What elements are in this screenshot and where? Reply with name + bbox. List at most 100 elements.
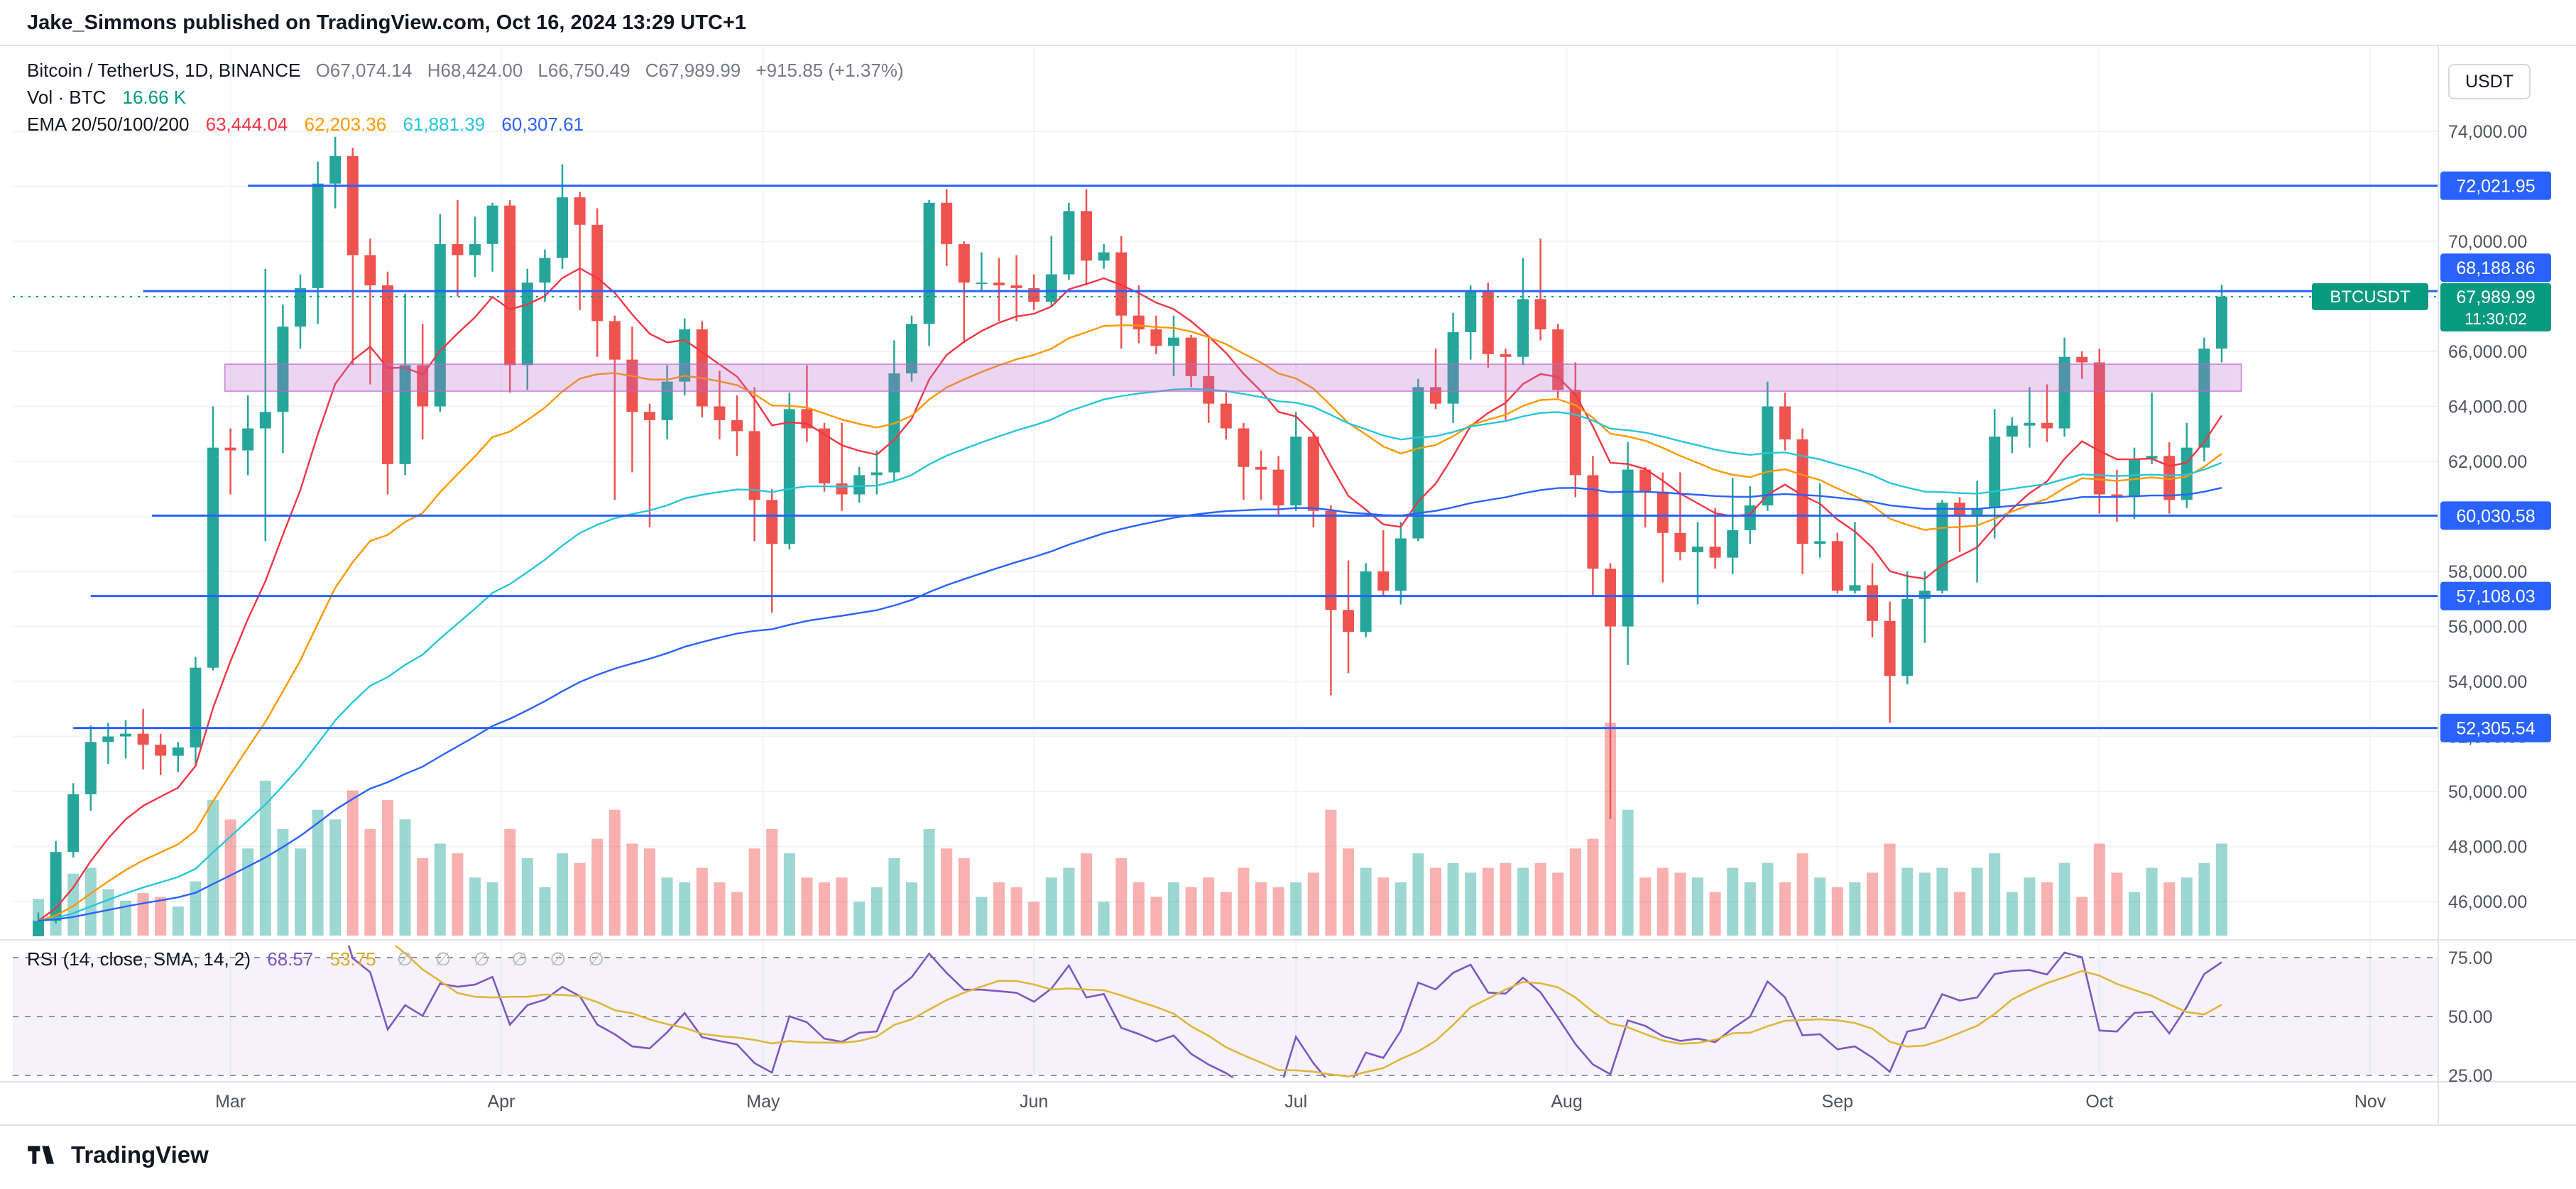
candle-body [1657,491,1669,533]
candle-body [1482,290,1494,354]
volume-bar [2024,877,2036,936]
candle-body [644,412,655,420]
svg-text:BTCUSDT: BTCUSDT [2330,287,2411,307]
candle-body [1674,532,1686,552]
volume-bar [102,889,114,936]
month-label[interactable]: Mar [215,1092,246,1112]
candle-body [1255,466,1267,470]
level-price-badge: 68,188.86 [2440,253,2551,283]
candle-body [1150,329,1162,346]
svg-text:11:30:02: 11:30:02 [2465,309,2527,328]
volume-bar [1831,887,1843,936]
volume-bar [748,848,760,936]
volume-bar [1325,809,1337,936]
candle-body [2146,456,2158,459]
volume-bar [993,882,1005,936]
candle-body [329,155,342,184]
candle-body [1936,503,1948,591]
candle-body [958,243,970,283]
volume-bar [591,838,604,936]
candle-body [2093,362,2105,495]
volume-bar [1552,872,1564,936]
volume-bar [2181,877,2193,936]
month-label[interactable]: Apr [487,1092,515,1112]
volume-bar [399,819,411,936]
candle-body [1605,569,1616,627]
month-label[interactable]: Jul [1284,1092,1307,1112]
ema-line-200 [38,487,2222,922]
candle-body [1814,541,1826,544]
candle-body [1622,469,1634,627]
svg-text:72,021.95: 72,021.95 [2456,177,2535,197]
candle-body [521,283,533,366]
volume-bar [277,829,289,936]
candle-body [923,202,935,324]
volume-bar [2146,867,2158,936]
candle-body [1377,571,1390,591]
volume-bar [329,819,342,936]
volume-bar [1168,882,1179,936]
month-label[interactable]: Sep [1822,1092,1853,1112]
volume-bar [1272,887,1284,936]
candle-body [574,197,586,225]
candle-body [539,258,551,283]
volume-bar [504,829,516,936]
price-tick-label: 54,000.00 [2448,672,2527,692]
candles [33,136,2227,936]
volume-bar [2093,843,2105,936]
candle-body [1884,620,1896,676]
volume-bar [1796,853,1808,936]
candle-body [1360,571,1372,632]
rsi-tick-label: 50.00 [2448,1007,2493,1027]
volume-bar [923,829,935,936]
volume-bar [1639,877,1652,936]
candle-body [2024,422,2036,426]
candle-body [1709,547,1721,558]
level-price-badge: 60,030.58 [2440,501,2551,530]
volume-bar [207,800,219,936]
month-label[interactable]: Aug [1551,1092,1582,1112]
candle-body [1796,439,1808,544]
volume-bar [2163,882,2176,936]
candle-body [1552,329,1564,390]
candle-body [259,412,271,429]
candle-body [1727,530,1739,558]
volume-bar [1045,877,1057,936]
candle-body [1639,469,1652,492]
candle-body [1307,437,1319,511]
volume-bar [1081,853,1092,936]
volume-bar [1412,853,1424,936]
price-tick-label: 62,000.00 [2448,452,2527,472]
volume-bar [137,893,149,936]
volume-bar [190,881,202,936]
candle-body [591,224,604,322]
price-tick-label: 48,000.00 [2448,838,2527,857]
candle-body [1867,585,1878,621]
candle-body [312,183,324,288]
volume-bar [1307,872,1319,936]
volume-bar [2058,862,2070,936]
month-label[interactable]: May [746,1092,780,1112]
candle-body [2076,356,2088,363]
candle-body [84,742,97,794]
candle-body [1010,285,1022,288]
candle-body [1133,315,1145,329]
candle-body [696,329,708,407]
volume-bar [1867,872,1878,936]
month-label[interactable]: Jun [1020,1092,1048,1112]
volume-bar [295,848,306,936]
volume-bar [801,877,813,936]
candle-body [1989,437,2001,508]
candle-body [1395,538,1407,591]
month-label[interactable]: Nov [2354,1092,2386,1112]
volume-bar [1901,867,1914,936]
volume-bar [1185,887,1197,936]
currency-toggle-button[interactable]: USDT [2448,64,2531,99]
candle-body [1412,387,1424,539]
candle-body [1115,252,1128,316]
month-label[interactable]: Oct [2085,1092,2113,1112]
candle-body [1919,591,1931,599]
volume-bar [1063,867,1075,936]
volume-bar [574,862,586,936]
